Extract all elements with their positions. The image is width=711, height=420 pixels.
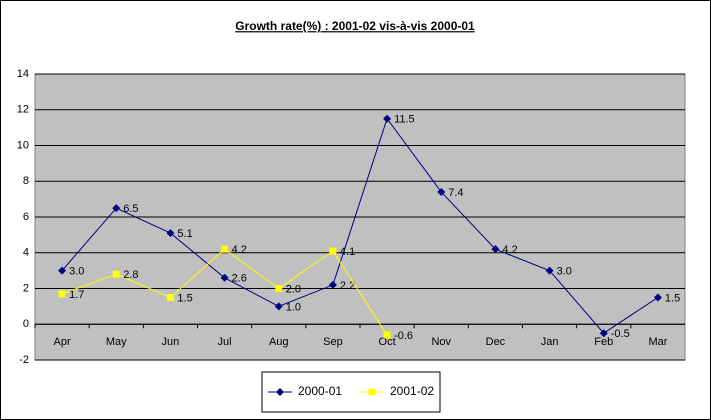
data-point <box>328 280 337 289</box>
y-tick-label: -2 <box>19 354 29 366</box>
y-tick-label: 2 <box>23 282 29 294</box>
x-tick-label: Jun <box>162 336 180 348</box>
x-tick-label: Jan <box>541 336 559 348</box>
data-label: 2.2 <box>340 280 355 292</box>
data-label: -0.6 <box>394 330 413 342</box>
legend-label: 2001-02 <box>390 384 434 398</box>
y-tick-label: 8 <box>23 175 29 187</box>
data-point <box>274 302 283 311</box>
y-tick-label: 0 <box>23 318 29 330</box>
data-point <box>58 290 66 298</box>
data-label: 4.1 <box>340 246 355 258</box>
data-label: 6.5 <box>123 203 138 215</box>
data-point <box>437 187 446 196</box>
x-tick-label: Dec <box>486 336 506 348</box>
y-tick-label: 12 <box>17 104 29 116</box>
data-label: -0.5 <box>611 328 630 340</box>
data-point <box>545 266 554 275</box>
data-label: 2.8 <box>123 269 138 281</box>
x-tick-label: Aug <box>269 336 289 348</box>
y-tick-label: 10 <box>17 139 29 151</box>
data-label: 7.4 <box>448 187 463 199</box>
data-label: 3.0 <box>557 266 572 278</box>
data-label: 2.0 <box>286 283 301 295</box>
data-label: 4.2 <box>232 244 247 256</box>
x-tick-label: May <box>106 336 127 348</box>
data-label: 2.6 <box>232 273 247 285</box>
data-point <box>58 266 67 275</box>
data-point <box>275 285 283 292</box>
data-label: 4.2 <box>502 244 517 256</box>
y-tick-label: 6 <box>23 211 29 223</box>
y-tick-label: 4 <box>23 247 29 259</box>
data-label: 11.5 <box>394 114 415 126</box>
data-point <box>220 273 229 282</box>
legend-marker <box>276 388 284 396</box>
data-label: 3.0 <box>69 266 84 278</box>
data-point <box>112 204 121 213</box>
data-point <box>383 331 391 339</box>
y-tick-label: 14 <box>17 68 29 80</box>
x-tick-label: Mar <box>648 336 667 348</box>
series-line <box>61 117 659 334</box>
x-tick-label: Sep <box>323 336 343 348</box>
data-label: 5.1 <box>177 228 192 240</box>
x-tick-label: Jul <box>218 336 232 348</box>
data-point <box>112 270 120 278</box>
data-point <box>221 245 229 253</box>
data-label: 1.7 <box>69 289 84 301</box>
data-point <box>166 229 175 238</box>
x-tick-label: Oct <box>379 336 396 348</box>
data-point <box>329 247 337 255</box>
data-label: 1.5 <box>665 292 680 304</box>
data-point <box>166 293 174 301</box>
x-tick-label: Feb <box>594 336 613 348</box>
data-point <box>383 114 392 123</box>
data-point <box>491 245 500 254</box>
x-tick-label: Nov <box>431 336 451 348</box>
data-point <box>599 329 608 338</box>
data-label: 1.5 <box>177 292 192 304</box>
legend-marker <box>368 388 376 396</box>
data-label: 1.0 <box>286 301 301 313</box>
chart-title: Growth rate(%) : 2001-02 vis-à-vis 2000-… <box>235 19 475 33</box>
data-point <box>653 293 662 302</box>
x-tick-label: Apr <box>54 336 71 348</box>
legend-label: 2000-01 <box>298 384 342 398</box>
